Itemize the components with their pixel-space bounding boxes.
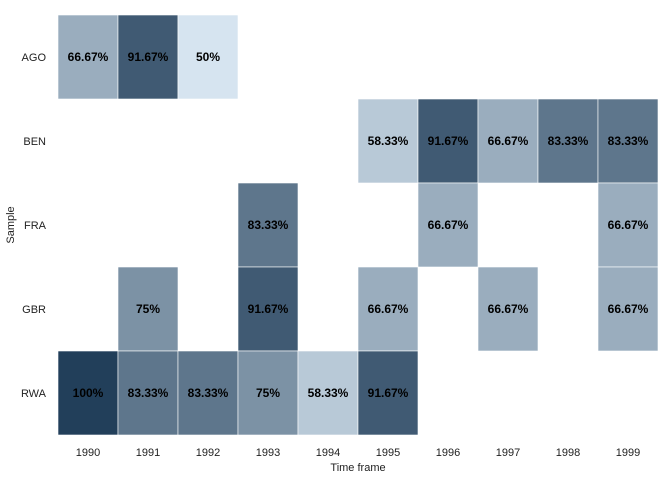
heatmap-cell-rwa-1993 [237, 350, 299, 436]
cell-value-label: 83.33% [188, 386, 229, 400]
heatmap-cell-ago-1992 [177, 14, 239, 100]
cell-value-label: 58.33% [308, 386, 349, 400]
y-tick-label: FRA [24, 220, 47, 232]
heatmap-cell-ago-1990 [57, 14, 119, 100]
heatmap-cell-ben-1997 [477, 98, 539, 184]
x-axis-title: Time frame [330, 462, 385, 474]
heatmap-cell-gbr-1995 [357, 266, 419, 352]
heatmap-cell-fra-1999 [597, 182, 659, 268]
cell-value-label: 91.67% [368, 386, 409, 400]
heatmap-cell-rwa-1990 [57, 350, 119, 436]
cell-value-label: 75% [256, 386, 280, 400]
x-tick-label: 1990 [76, 447, 100, 459]
cell-value-label: 66.67% [608, 302, 649, 316]
cell-value-label: 83.33% [248, 218, 289, 232]
cell-value-label: 66.67% [368, 302, 409, 316]
cell-value-label: 66.67% [488, 302, 529, 316]
heatmap-cell-ago-1991 [117, 14, 179, 100]
y-tick-label: RWA [21, 388, 47, 400]
heatmap-cell-gbr-1991 [117, 266, 179, 352]
heatmap-cell-rwa-1992 [177, 350, 239, 436]
x-tick-label: 1997 [496, 447, 520, 459]
heatmap-cell-ben-1999 [597, 98, 659, 184]
x-axis-ticks: 1990 1991 1992 1993 1994 1995 1996 1997 1998 1999 [76, 447, 640, 459]
heatmap-cell-rwa-1994 [297, 350, 359, 436]
y-tick-label: GBR [22, 304, 46, 316]
cell-value-label: 66.67% [68, 50, 109, 64]
y-tick-label: AGO [22, 52, 47, 64]
cell-value-label: 91.67% [428, 134, 469, 148]
y-tick-label: BEN [23, 136, 46, 148]
cell-value-label: 58.33% [368, 134, 409, 148]
x-tick-label: 1994 [316, 447, 340, 459]
heatmap-cell-gbr-1993 [237, 266, 299, 352]
heatmap-cell-rwa-1995 [357, 350, 419, 436]
cell-value-label: 91.67% [128, 50, 169, 64]
heatmap-cell-gbr-1997 [477, 266, 539, 352]
x-tick-label: 1991 [136, 447, 160, 459]
heatmap-cell-gbr-1999 [597, 266, 659, 352]
y-axis-title: Sample [5, 206, 17, 243]
heatmap-cell-fra-1996 [417, 182, 479, 268]
cell-value-label: 83.33% [548, 134, 589, 148]
cell-value-label: 66.67% [428, 218, 469, 232]
x-tick-label: 1995 [376, 447, 400, 459]
cell-value-label: 66.67% [488, 134, 529, 148]
x-tick-label: 1996 [436, 447, 460, 459]
heatmap-cell-ben-1995 [357, 98, 419, 184]
y-axis-ticks: AGO BEN FRA GBR RWA [21, 52, 47, 400]
cell-value-label: 66.67% [608, 218, 649, 232]
x-tick-label: 1992 [196, 447, 220, 459]
x-tick-label: 1993 [256, 447, 280, 459]
heatmap-cell-ben-1998 [537, 98, 599, 184]
heatmap-cell-rwa-1991 [117, 350, 179, 436]
cell-value-label: 83.33% [128, 386, 169, 400]
cell-value-label: 100% [73, 386, 104, 400]
cell-value-label: 91.67% [248, 302, 289, 316]
x-tick-label: 1998 [556, 447, 580, 459]
x-tick-label: 1999 [616, 447, 640, 459]
plot-area: 66.67% 91.67% 50% 58.33% 91.67% 66.67% 83.33% 8… [57, 14, 659, 436]
cell-value-label: 83.33% [608, 134, 649, 148]
cell-value-label: 50% [196, 50, 220, 64]
cell-value-label: 75% [136, 302, 160, 316]
heatmap-cell-ben-1996 [417, 98, 479, 184]
